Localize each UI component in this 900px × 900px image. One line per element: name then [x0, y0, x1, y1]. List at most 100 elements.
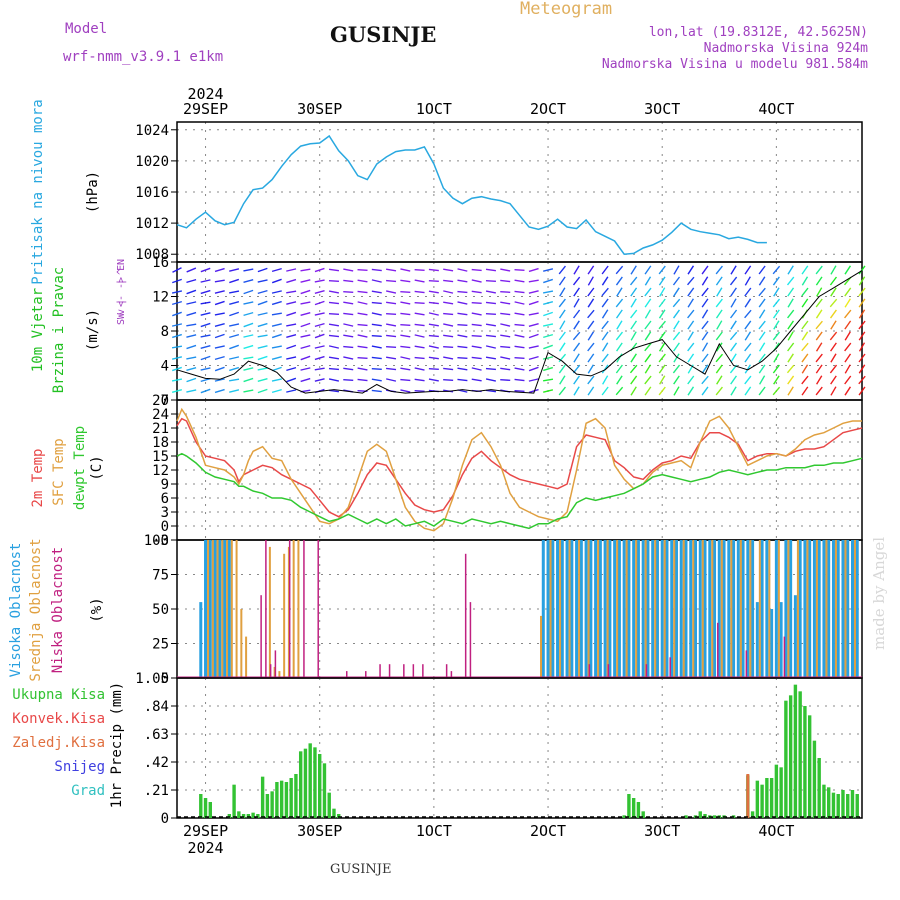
wind-barb [758, 309, 766, 319]
wind-barb [815, 331, 823, 341]
wind-barb [758, 320, 766, 330]
wind-barb [543, 344, 553, 350]
wind-barb [801, 265, 809, 275]
wind-barbs [171, 265, 866, 396]
wind-barb [343, 279, 354, 283]
wind-barb [514, 345, 525, 349]
wind-barb [644, 287, 652, 297]
cloud-bar [789, 540, 793, 678]
wind-barb [858, 265, 866, 275]
wind-barb [559, 287, 566, 297]
cloud-bar [268, 546, 271, 678]
wind-barb [200, 355, 211, 361]
wind-barb [558, 276, 566, 286]
wind-barb [371, 290, 382, 294]
wind-barb [744, 353, 752, 363]
cloud-bar [292, 540, 295, 678]
wind-barb [644, 276, 652, 286]
wind-barb [701, 276, 709, 286]
wind-barb [300, 301, 311, 305]
x-tick-label-top: 29SEP [183, 100, 228, 118]
cloud-bar [403, 664, 405, 678]
cloud-bar [841, 540, 845, 678]
wind-barb [558, 331, 566, 341]
wind-barb [858, 298, 866, 308]
wind-barb [243, 268, 254, 272]
wind-barb [729, 331, 738, 341]
wind-barb [328, 356, 340, 360]
model-name: wrf-nmm_v3.9.1 e1km [63, 49, 224, 65]
precip-bar [203, 798, 208, 818]
wind-barb [730, 353, 737, 363]
precip-bar [817, 758, 821, 818]
wind-barb [243, 301, 254, 305]
y-tick-label: 1008 [135, 247, 169, 263]
wind-barb [701, 342, 709, 352]
wind-barb [400, 290, 411, 294]
wind-barb [428, 345, 439, 349]
precip-bar [812, 740, 817, 818]
wind-barb [801, 320, 809, 330]
cloud-bar [211, 540, 214, 678]
wind-barb [485, 334, 497, 338]
wind-barb [644, 298, 652, 308]
wind-barb [314, 345, 325, 349]
wind-barb [701, 320, 709, 330]
wind-barb [257, 367, 268, 371]
y-tick-label: 1024 [135, 123, 169, 139]
wind-barb [601, 342, 609, 352]
wind-barb [328, 268, 340, 272]
wind-barb [658, 309, 666, 319]
wind-barb [243, 356, 254, 360]
wind-barb [844, 342, 852, 352]
year-label-bottom: 2024 [187, 839, 223, 857]
y-tick-label: 8 [161, 324, 169, 340]
wind-unit-label: (m/s) [85, 309, 101, 351]
panel-frame [176, 121, 863, 263]
wind-barb [300, 289, 311, 295]
wind-barb [229, 378, 240, 382]
wind-barb [271, 267, 282, 273]
wind-barb [414, 279, 425, 283]
wind-barb [658, 298, 666, 308]
wind-barb [257, 322, 268, 328]
wind-barb [186, 323, 197, 327]
wind-barb [229, 311, 240, 317]
cloud-bar [230, 540, 233, 678]
panel-frame [176, 399, 863, 541]
cloud-mid-axis-label: Srednja Oblacnost [28, 538, 44, 681]
wind-barb [787, 287, 795, 297]
temp-unit-label: (C) [89, 455, 105, 480]
precip-bar [332, 808, 336, 818]
wind-barb [528, 267, 539, 273]
wind-barb [844, 287, 852, 297]
wind-barb [371, 334, 382, 338]
wind-barb [186, 389, 197, 393]
y-tick-label: -3 [152, 533, 169, 549]
wind-barb [772, 364, 780, 374]
wind-barb [300, 279, 311, 283]
cloud-bar [617, 540, 621, 678]
wind-barb [801, 287, 809, 297]
direction-legend-text: | [116, 299, 127, 305]
wind-barb [314, 333, 325, 339]
y-tick-label: 3 [161, 505, 169, 521]
wind-barb [615, 265, 624, 275]
wind-barb [314, 279, 325, 283]
wind-barb [801, 386, 809, 396]
wind-barb [815, 342, 823, 352]
cloud-bar [717, 622, 719, 678]
precip-legend-item: Zaledj.Kisa [12, 735, 105, 751]
wind-barb [730, 320, 737, 330]
wind-barb [443, 312, 454, 316]
wind-barb [357, 269, 368, 271]
wind-barb [801, 276, 809, 286]
wind-barb [457, 279, 468, 283]
precip-bar [289, 778, 293, 818]
wind-barb [844, 364, 851, 374]
wind-barb [200, 322, 211, 328]
wind-barb [687, 342, 695, 352]
precip-legend-item: Konvek.Kisa [12, 711, 105, 727]
wind-barb [587, 320, 595, 330]
wind-barb [630, 287, 638, 297]
